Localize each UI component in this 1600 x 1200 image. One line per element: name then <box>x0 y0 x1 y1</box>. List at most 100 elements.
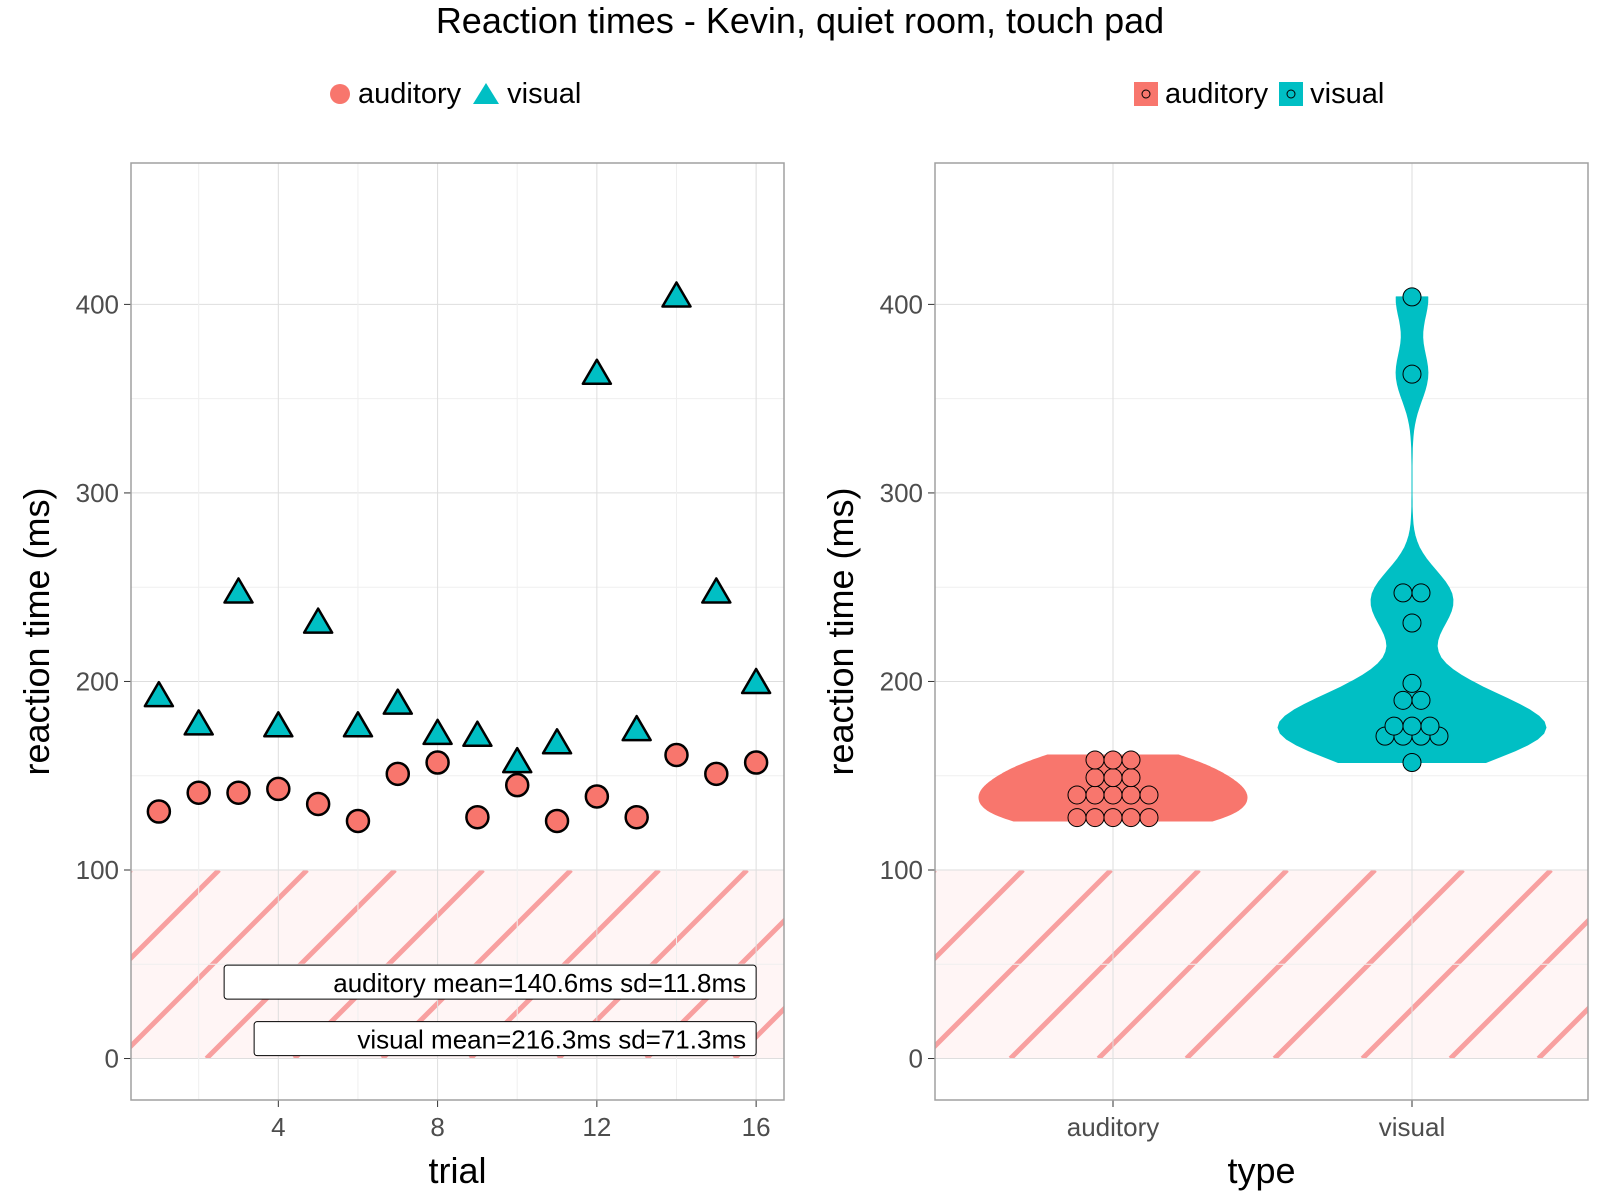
dot-visual <box>1420 716 1440 736</box>
point-visual <box>621 714 652 742</box>
point-auditory <box>664 742 689 768</box>
y-tick-label: 400 <box>76 289 119 319</box>
legend-item-visual: visual <box>471 78 581 111</box>
dots-visual <box>1375 287 1449 773</box>
legend-item-auditory: auditory <box>328 78 461 111</box>
legend-violin: auditory visual <box>1133 74 1394 114</box>
point-auditory <box>584 784 610 809</box>
y-tick-label: 300 <box>76 478 119 508</box>
point-auditory <box>266 776 291 802</box>
point-visual <box>701 577 732 604</box>
dot-auditory <box>1103 785 1123 805</box>
x-axis-title: type <box>1227 1150 1295 1191</box>
triangle-icon <box>473 83 500 104</box>
point-visual <box>223 577 254 604</box>
violin-panel: 0 100 200 300 400 auditory visual type reaction … <box>820 162 1589 1191</box>
point-auditory <box>425 750 450 775</box>
point-auditory <box>226 780 251 805</box>
point-auditory <box>345 808 371 834</box>
y-tick-label: 100 <box>76 855 119 885</box>
y-tick-label: 300 <box>880 478 923 508</box>
x-tick-label: visual <box>1379 1112 1445 1142</box>
filled-square-icon <box>1134 82 1158 106</box>
y-axis-title: reaction time (ms) <box>820 487 861 775</box>
point-visual <box>382 688 414 715</box>
hatch-line <box>935 869 1025 962</box>
x-tick-label: 16 <box>742 1112 771 1142</box>
point-visual <box>183 709 214 736</box>
x-axis-title: trial <box>428 1150 486 1191</box>
point-auditory <box>704 761 729 787</box>
legend-label-visual: visual <box>507 77 582 110</box>
scatter-panel: 0 100 200 300 400 4 8 12 16 auditory mean=140.6ms… <box>16 162 785 1191</box>
dot-visual <box>1402 613 1422 633</box>
dot-auditory <box>1121 768 1141 788</box>
dot-auditory <box>1121 808 1141 828</box>
point-auditory <box>186 780 211 805</box>
dot-auditory <box>1085 768 1105 788</box>
stats-annotation: auditory mean=140.6ms sd=11.8ms <box>223 964 757 1000</box>
x-tick-label: auditory <box>1067 1112 1160 1142</box>
x-tick-label: 4 <box>271 1112 285 1142</box>
y-tick-label: 0 <box>105 1044 119 1074</box>
annotation-label: auditory mean=140.6ms sd=11.8ms <box>333 968 746 998</box>
point-auditory <box>305 791 331 817</box>
point-visual <box>581 358 613 386</box>
dot-visual <box>1384 716 1404 736</box>
point-auditory <box>743 750 769 775</box>
dot-visual <box>1393 690 1413 710</box>
point-visual <box>740 667 772 695</box>
dot-visual <box>1402 673 1422 693</box>
x-tick-label: 8 <box>430 1112 444 1142</box>
dot-auditory <box>1121 785 1141 805</box>
stats-annotation: visual mean=216.3ms sd=71.3ms <box>253 1021 757 1057</box>
filled-square-icon <box>1279 82 1304 106</box>
dot-visual <box>1411 690 1431 710</box>
y-tick-label: 200 <box>880 666 923 696</box>
dot-visual <box>1402 716 1422 736</box>
dots-auditory <box>1067 750 1159 828</box>
dot-auditory <box>1085 750 1105 770</box>
series-auditory <box>146 742 769 834</box>
dot-auditory <box>1139 785 1159 805</box>
point-auditory <box>504 772 530 798</box>
legend-label-visual-fill: visual <box>1310 77 1385 110</box>
legend-scatter: auditory visual <box>328 74 591 114</box>
violin-visual <box>1277 296 1547 763</box>
dot-visual <box>1402 364 1422 384</box>
hatch-line <box>131 869 133 874</box>
point-visual <box>422 718 453 746</box>
point-visual <box>143 680 175 708</box>
dot-visual <box>1402 287 1422 307</box>
point-auditory <box>146 799 172 824</box>
point-auditory <box>385 761 411 787</box>
hatch-line <box>1536 1005 1588 1059</box>
point-auditory <box>465 804 490 830</box>
hatch-line <box>131 869 221 962</box>
y-tick-label: 400 <box>880 289 923 319</box>
point-visual <box>541 728 573 755</box>
dot-auditory <box>1139 808 1159 828</box>
dot-auditory <box>1067 808 1087 828</box>
dot-auditory <box>1103 750 1123 770</box>
legend-label-auditory: auditory <box>358 77 462 110</box>
legend-label-auditory-fill: auditory <box>1165 77 1269 110</box>
y-tick-label: 200 <box>76 666 119 696</box>
dot-auditory <box>1103 808 1123 828</box>
circle-icon <box>330 84 350 104</box>
dot-auditory <box>1085 785 1105 805</box>
y-tick-label: 100 <box>880 855 923 885</box>
chart-title: Reaction times - Kevin, quiet room, touc… <box>435 0 1165 41</box>
point-visual <box>263 711 294 738</box>
legend-item-visual-fill: visual <box>1278 78 1384 111</box>
dot-auditory <box>1103 768 1123 788</box>
dot-visual <box>1402 753 1422 773</box>
x-tick-label: 12 <box>582 1112 611 1142</box>
point-visual <box>342 711 374 738</box>
annotation-label: visual mean=216.3ms sd=71.3ms <box>357 1025 746 1055</box>
y-axis-title: reaction time (ms) <box>16 487 57 775</box>
dot-visual <box>1393 583 1413 603</box>
point-auditory <box>544 808 570 834</box>
point-visual <box>501 746 533 774</box>
